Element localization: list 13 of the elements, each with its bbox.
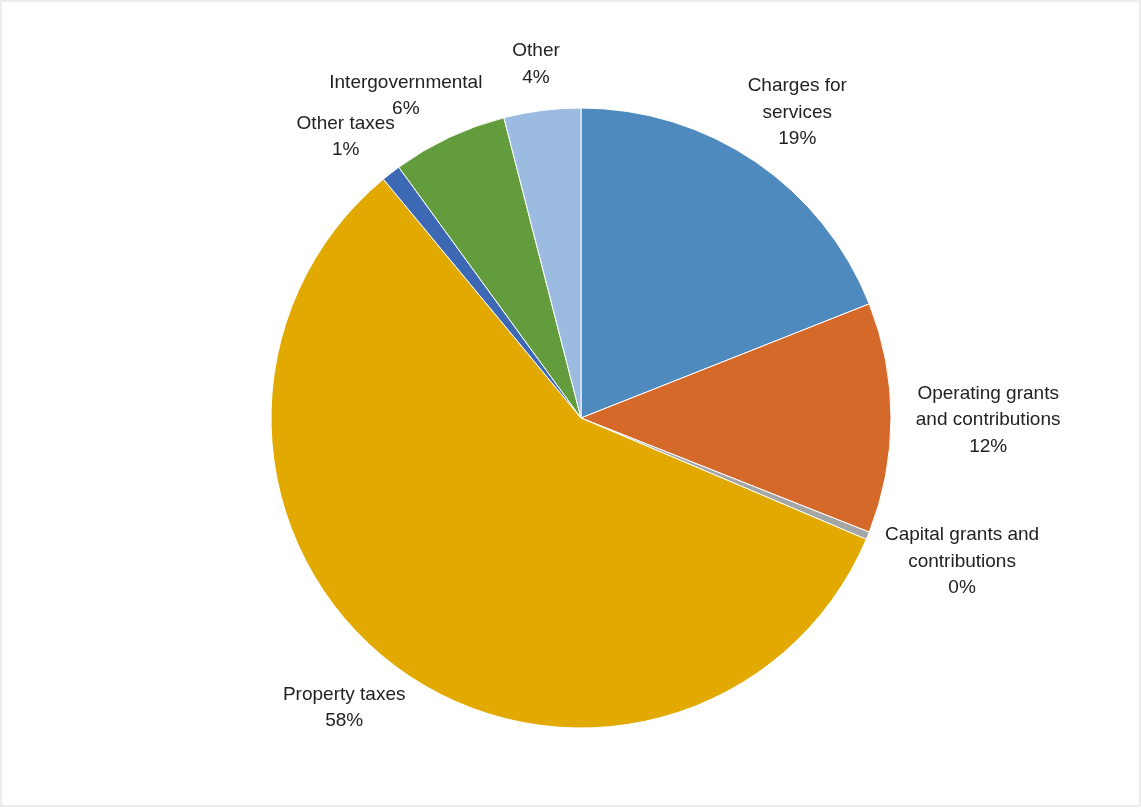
slice-label: Intergovernmental	[329, 70, 483, 92]
data-label: 4%	[522, 66, 550, 88]
data-label: 1%	[331, 138, 360, 160]
slice-label: Charges for services	[747, 74, 848, 122]
data-label: 12%	[969, 435, 1008, 457]
slice-label: Property taxes	[282, 682, 406, 704]
slice-label: Other	[512, 39, 561, 61]
slice-label: Capital grants and contributions	[884, 523, 1040, 571]
data-label: 58%	[325, 709, 364, 731]
data-label: 0%	[948, 576, 976, 598]
slice-label: Operating grants and contributions	[915, 381, 1061, 430]
data-label: 6%	[392, 97, 420, 119]
data-label: 19%	[778, 127, 817, 149]
